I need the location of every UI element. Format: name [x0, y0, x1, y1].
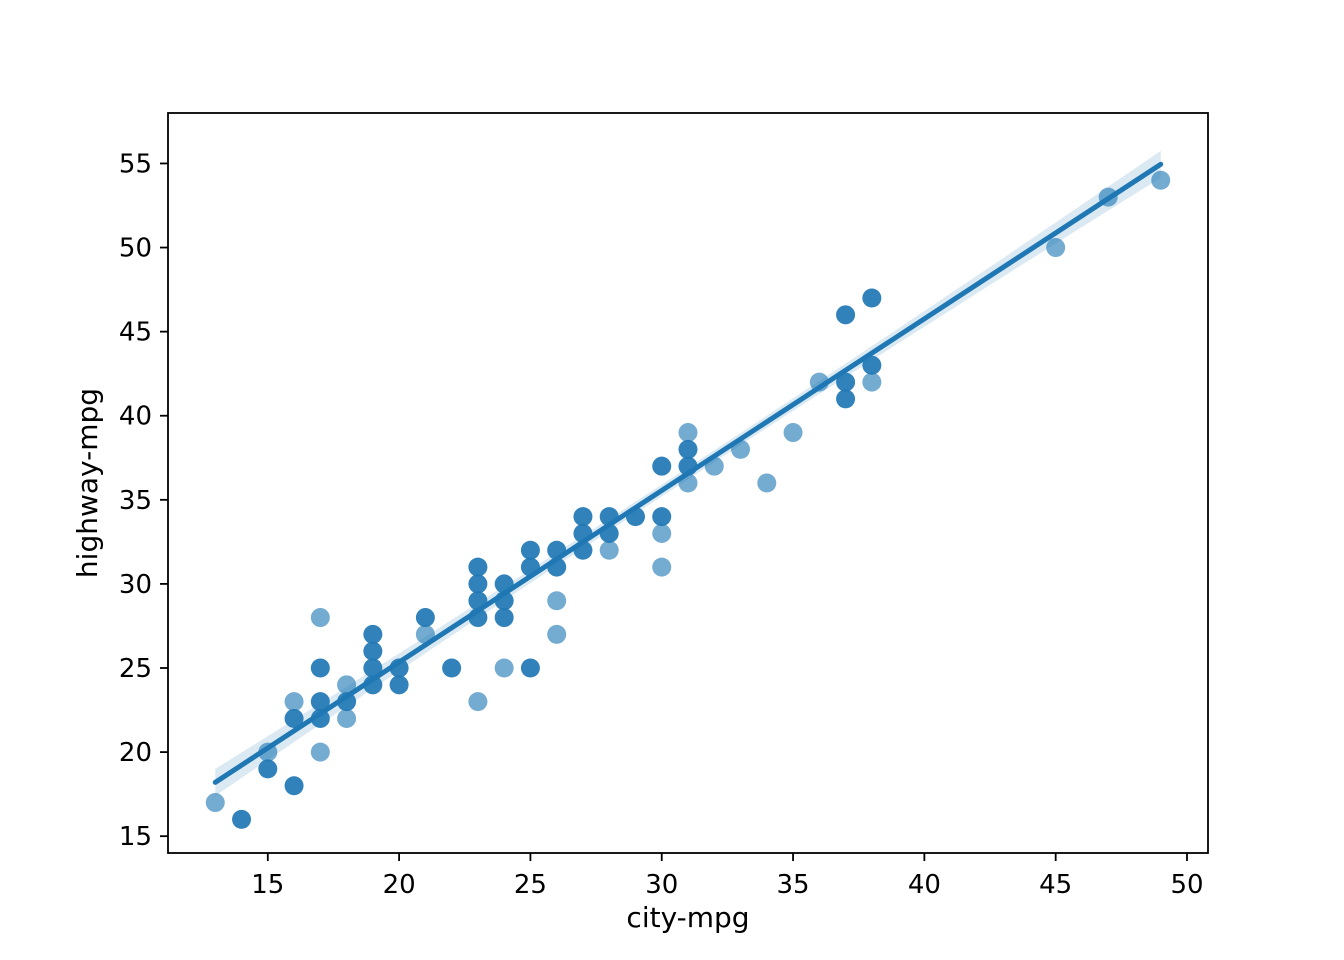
scatter-point — [783, 423, 803, 443]
scatter-point — [494, 591, 514, 611]
scatter-point — [310, 658, 330, 678]
scatter-point — [547, 540, 567, 560]
scatter-point — [389, 675, 409, 695]
scatter-points — [205, 170, 1171, 829]
scatter-point — [678, 439, 698, 459]
scatter-point — [415, 624, 435, 644]
scatter-point — [731, 439, 751, 459]
scatter-point — [468, 608, 488, 628]
scatter-point — [363, 624, 383, 644]
scatter-point — [809, 372, 829, 392]
x-axis-label: city-mpg — [626, 901, 749, 934]
y-tick-label: 50 — [119, 234, 152, 264]
y-tick-label: 40 — [119, 402, 152, 432]
scatter-point — [1151, 170, 1171, 190]
scatter-point — [573, 507, 593, 527]
scatter-point — [547, 557, 567, 577]
scatter-point — [836, 372, 856, 392]
scatter-point — [678, 456, 698, 476]
scatter-point — [625, 507, 645, 527]
axes-spines — [167, 112, 1209, 854]
scatter-point — [520, 557, 540, 577]
y-tick-label: 55 — [119, 149, 152, 179]
scatter-point — [599, 540, 619, 560]
x-tick-label: 40 — [908, 870, 941, 900]
scatter-point — [573, 540, 593, 560]
x-tick-label: 25 — [514, 870, 547, 900]
y-tick-label: 30 — [119, 570, 152, 600]
y-tick-label: 45 — [119, 318, 152, 348]
scatter-point — [310, 742, 330, 762]
scatter-point — [704, 456, 724, 476]
scatter-point — [389, 658, 409, 678]
scatter-point — [1046, 238, 1066, 258]
scatter-point — [363, 658, 383, 678]
scatter-point — [468, 557, 488, 577]
scatter-point — [547, 624, 567, 644]
scatter-point — [258, 742, 278, 762]
scatter-point — [284, 692, 304, 712]
x-axis-ticks: 15 20 25 30 35 40 45 50 — [251, 853, 1204, 900]
scatter-point — [284, 708, 304, 728]
scatter-point — [836, 389, 856, 409]
scatter-point — [363, 641, 383, 661]
scatter-point — [468, 591, 488, 611]
scatter-point — [862, 372, 882, 392]
scatter-point — [337, 675, 357, 695]
scatter-point — [836, 305, 856, 325]
scatter-point — [652, 456, 672, 476]
scatter-point — [520, 540, 540, 560]
scatter-point — [652, 523, 672, 543]
scatter-point — [520, 658, 540, 678]
scatter-point — [442, 658, 462, 678]
y-axis-label: highway-mpg — [71, 388, 104, 578]
scatter-point — [363, 675, 383, 695]
scatter-point — [232, 809, 252, 829]
x-tick-label: 30 — [645, 870, 678, 900]
y-tick-label: 35 — [119, 486, 152, 516]
scatter-point — [599, 523, 619, 543]
x-tick-label: 45 — [1039, 870, 1072, 900]
scatter-point — [310, 608, 330, 628]
x-tick-label: 15 — [251, 870, 284, 900]
scatter-point — [468, 692, 488, 712]
scatter-point — [310, 708, 330, 728]
scatter-point — [547, 591, 567, 611]
y-tick-label: 20 — [119, 738, 152, 768]
scatter-point — [494, 574, 514, 594]
scatter-point — [205, 793, 225, 813]
scatter-point — [494, 658, 514, 678]
scatter-point — [337, 692, 357, 712]
scatter-point — [1098, 187, 1118, 207]
scatter-point — [652, 507, 672, 527]
y-axis-ticks: 15 20 25 30 35 40 45 50 55 — [119, 149, 168, 852]
scatter-point — [599, 507, 619, 527]
scatter-point — [310, 692, 330, 712]
scatter-point — [468, 574, 488, 594]
scatter-point — [573, 523, 593, 543]
scatter-point — [862, 288, 882, 308]
scatter-point — [258, 759, 278, 779]
x-tick-label: 35 — [777, 870, 810, 900]
scatter-point — [415, 608, 435, 628]
x-tick-label: 50 — [1170, 870, 1203, 900]
x-tick-label: 20 — [383, 870, 416, 900]
y-tick-label: 25 — [119, 654, 152, 684]
scatter-point — [862, 355, 882, 375]
y-tick-label: 15 — [119, 822, 152, 852]
scatter-point — [652, 557, 672, 577]
scatter-point — [284, 776, 304, 796]
scatter-point — [678, 423, 698, 443]
scatter-point — [337, 708, 357, 728]
scatter-point — [678, 473, 698, 493]
axes-frame — [167, 112, 1209, 854]
scatter-point — [757, 473, 777, 493]
scatter-point — [494, 608, 514, 628]
